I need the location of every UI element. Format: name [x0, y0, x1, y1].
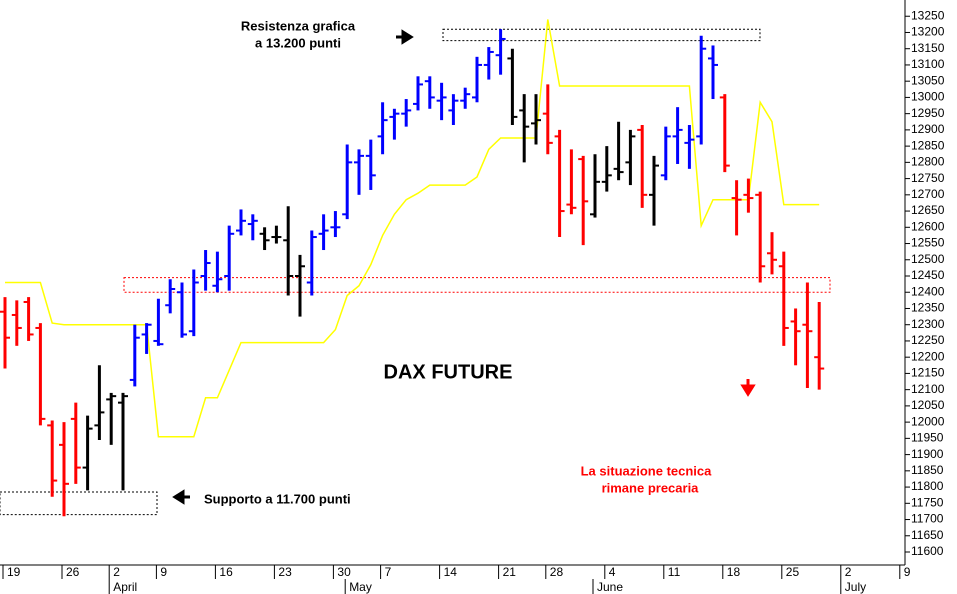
x-tick-label: 30 — [337, 565, 351, 579]
arrow — [396, 29, 414, 45]
y-tick-label: 12950 — [911, 106, 945, 120]
x-tick-label: 19 — [7, 565, 21, 579]
y-tick-label: 12750 — [911, 171, 945, 185]
y-tick-label: 13050 — [911, 73, 945, 87]
y-tick-label: 11750 — [911, 495, 944, 509]
y-tick-label: 11650 — [911, 528, 944, 542]
x-tick-label: 18 — [727, 565, 741, 579]
x-tick-label: 9 — [160, 565, 167, 579]
chart-title: DAX FUTURE — [384, 361, 513, 383]
y-tick-label: 11800 — [911, 479, 944, 493]
y-tick-label: 13000 — [911, 90, 945, 104]
y-tick-label: 12550 — [911, 236, 945, 250]
x-tick-label: 7 — [385, 565, 392, 579]
y-tick-label: 12250 — [911, 333, 945, 347]
x-tick-label: 2 — [845, 565, 852, 579]
annotation: rimane precaria — [602, 480, 700, 495]
y-tick-label: 12000 — [911, 414, 945, 428]
y-tick-label: 12050 — [911, 398, 945, 412]
level-zone — [0, 491, 158, 516]
y-tick-label: 12900 — [911, 122, 945, 136]
y-tick-label: 11950 — [911, 431, 944, 445]
plot-area — [0, 19, 831, 517]
x-tick-label: 26 — [66, 565, 80, 579]
y-tick-label: 12850 — [911, 138, 945, 152]
x-tick-label: 11 — [668, 565, 681, 579]
annotation: Resistenza grafica — [241, 18, 356, 33]
y-tick-label: 13250 — [911, 8, 945, 22]
y-tick-label: 11600 — [911, 544, 944, 558]
x-tick-label: 25 — [786, 565, 800, 579]
y-tick-label: 13200 — [911, 25, 945, 39]
y-tick-label: 12700 — [911, 187, 945, 201]
level-zone — [442, 28, 761, 42]
indicator-line — [5, 19, 820, 438]
y-tick-label: 12100 — [911, 382, 945, 396]
x-tick-label: 23 — [278, 565, 292, 579]
y-tick-label: 13100 — [911, 57, 945, 71]
y-tick-label: 12350 — [911, 301, 945, 315]
arrow — [172, 489, 190, 505]
month-label: May — [349, 580, 372, 594]
x-tick-label: 14 — [444, 565, 458, 579]
y-tick-label: 12450 — [911, 268, 945, 282]
y-tick-label: 12500 — [911, 252, 945, 266]
x-tick-label: 4 — [609, 565, 616, 579]
x-tick-label: 16 — [219, 565, 233, 579]
x-tick-label: 2 — [113, 565, 120, 579]
y-tick-label: 12600 — [911, 219, 945, 233]
arrow — [740, 379, 756, 397]
x-tick-label: 28 — [550, 565, 564, 579]
month-label: July — [845, 580, 866, 594]
y-tick-label: 11700 — [911, 512, 944, 526]
annotation: a 13.200 punti — [255, 35, 341, 50]
x-tick-label: 9 — [904, 565, 911, 579]
month-label: April — [113, 580, 137, 594]
y-tick-label: 11850 — [911, 463, 944, 477]
y-tick-label: 12300 — [911, 317, 945, 331]
y-tick-label: 12200 — [911, 349, 945, 363]
y-tick-label: 12800 — [911, 155, 945, 169]
month-label: June — [597, 580, 623, 594]
y-tick-label: 13150 — [911, 41, 945, 55]
level-zone — [123, 277, 831, 293]
annotation: Supporto a 11.700 punti — [204, 491, 351, 506]
y-tick-label: 12650 — [911, 203, 945, 217]
y-tick-label: 12150 — [911, 366, 945, 380]
annotation: La situazione tecnica — [581, 463, 713, 478]
y-tick-label: 11900 — [911, 447, 944, 461]
x-tick-label: 21 — [503, 565, 517, 579]
y-tick-label: 12400 — [911, 284, 945, 298]
